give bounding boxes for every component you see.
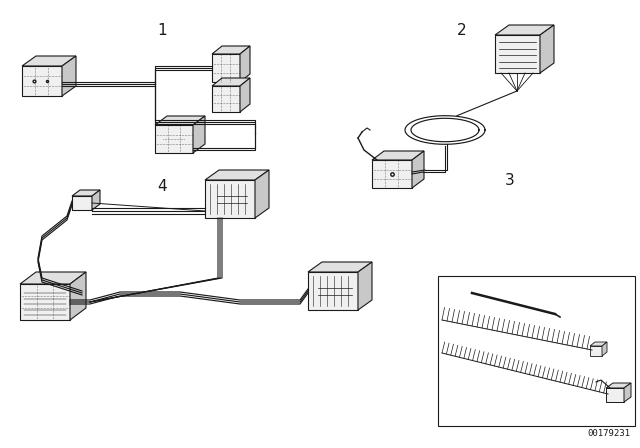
Polygon shape [155,116,205,125]
Polygon shape [606,383,631,388]
Polygon shape [20,284,70,320]
Polygon shape [22,56,76,66]
Polygon shape [193,116,205,153]
Polygon shape [72,196,92,210]
Polygon shape [20,272,86,284]
Polygon shape [212,78,250,86]
Polygon shape [495,25,554,35]
Polygon shape [308,272,358,310]
Text: 4: 4 [157,178,167,194]
Polygon shape [590,342,607,346]
Polygon shape [602,342,607,356]
Polygon shape [212,86,240,112]
Polygon shape [412,151,424,188]
Polygon shape [72,190,100,196]
Polygon shape [308,262,372,272]
Text: 2: 2 [457,22,467,38]
Polygon shape [372,160,412,188]
Polygon shape [540,25,554,73]
Text: 00179231: 00179231 [587,429,630,438]
Text: 1: 1 [157,22,167,38]
Polygon shape [205,180,255,218]
Polygon shape [372,151,424,160]
Polygon shape [590,346,602,356]
Polygon shape [606,388,624,402]
Polygon shape [212,46,250,54]
Polygon shape [92,190,100,210]
Polygon shape [255,170,269,218]
Polygon shape [62,56,76,96]
Polygon shape [22,66,62,96]
Polygon shape [70,272,86,320]
Polygon shape [495,35,540,73]
Polygon shape [240,78,250,112]
Polygon shape [358,262,372,310]
Polygon shape [205,170,269,180]
Polygon shape [624,383,631,402]
Polygon shape [212,54,240,82]
Text: 3: 3 [505,172,515,188]
Polygon shape [240,46,250,82]
Polygon shape [155,125,193,153]
